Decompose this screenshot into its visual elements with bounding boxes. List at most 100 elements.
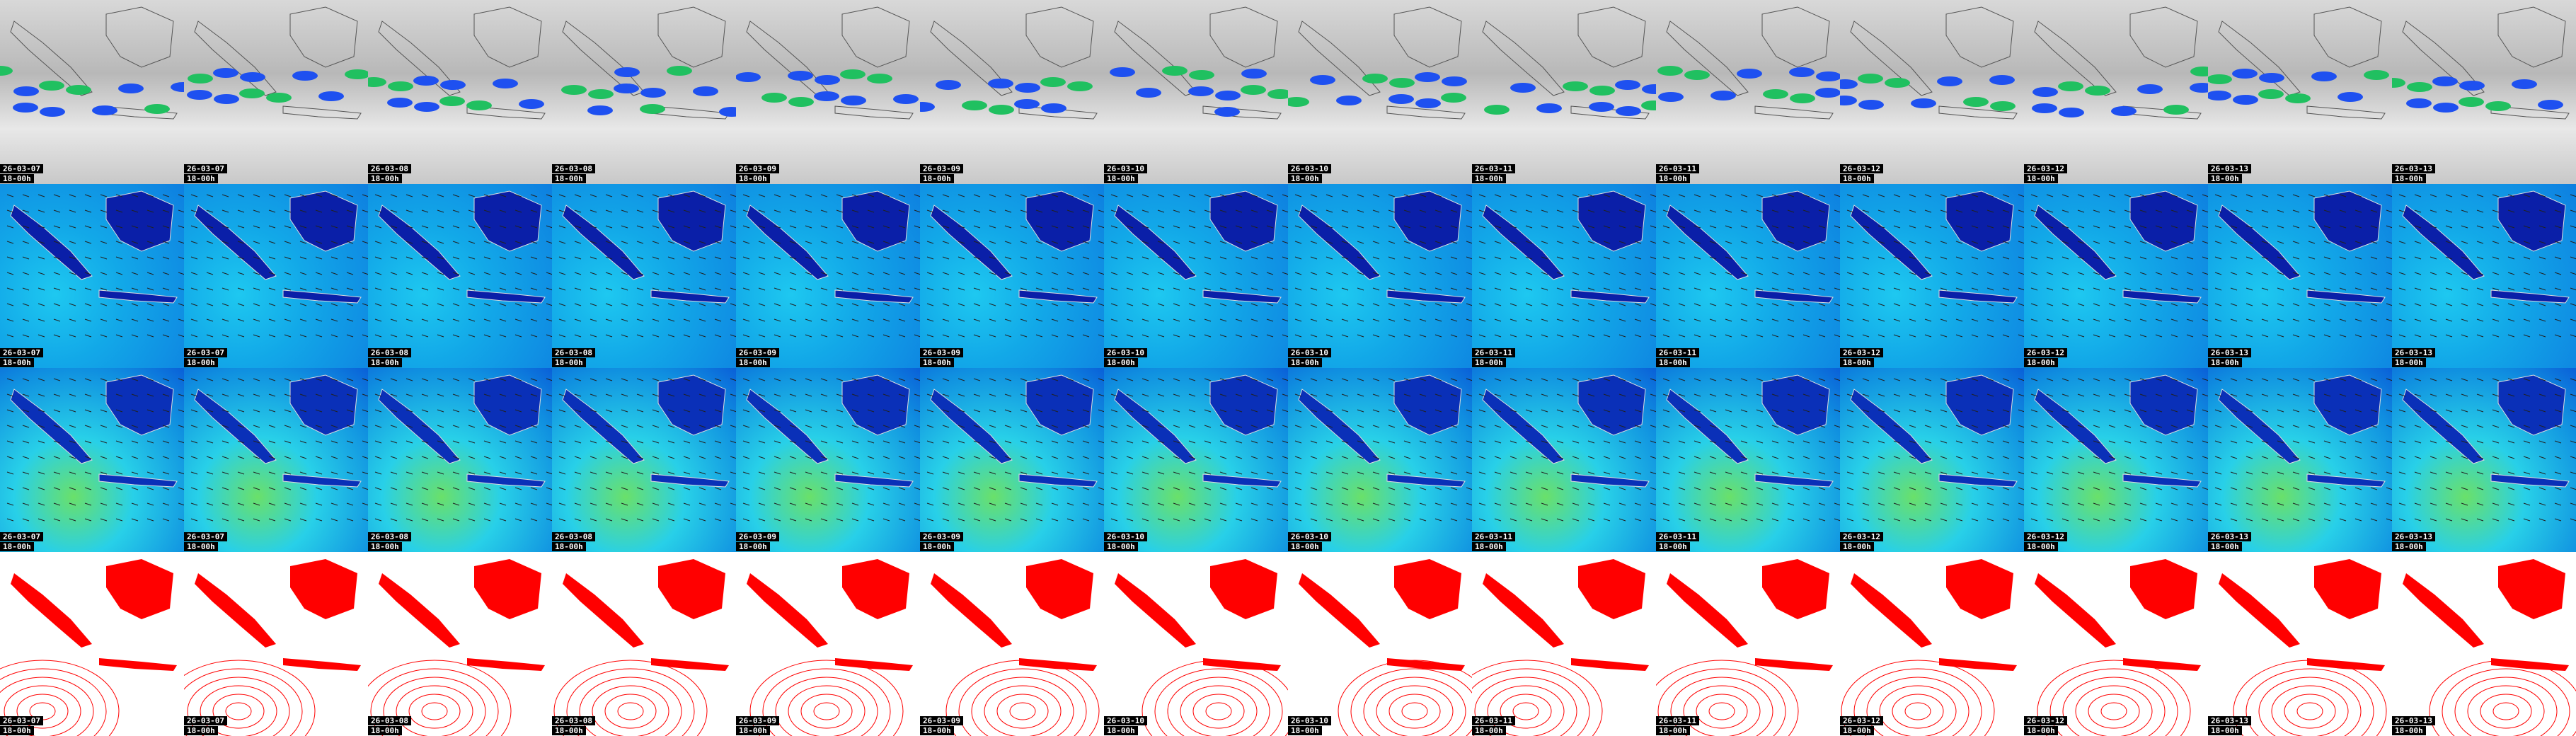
wind-arrow: [2398, 256, 2406, 260]
date-label: 26-03-11: [1656, 164, 1699, 173]
wind-arrow: [1846, 272, 1854, 275]
precip-cell: [640, 104, 665, 114]
wind-arrow: [131, 318, 139, 322]
precip-cell: [266, 93, 292, 103]
wind-arrow: [1740, 393, 1748, 397]
wind-arrow: [1219, 393, 1227, 397]
wind-arrow: [1862, 303, 1870, 306]
wind-arrow: [2445, 393, 2453, 397]
wind-arrow: [758, 378, 766, 381]
wind-arrow: [1004, 241, 1012, 244]
wind-arrow: [514, 502, 522, 506]
wind-arrow: [315, 303, 323, 306]
wind-arrow: [942, 272, 950, 275]
wind-arrow: [546, 425, 552, 428]
wind-arrow: [2398, 287, 2406, 291]
wind-arrow: [483, 303, 491, 306]
wind-arrow: [1051, 209, 1059, 213]
wind-arrow: [2170, 225, 2178, 229]
wind-arrow: [53, 393, 61, 397]
time-label: 18-00h: [1288, 358, 1322, 367]
wind-arrow: [714, 502, 722, 506]
contour: [1167, 677, 1270, 736]
wind-arrow: [621, 256, 628, 260]
wind-arrow: [1403, 440, 1411, 444]
wind-arrow: [268, 425, 276, 428]
wind-arrow: [1756, 502, 1764, 506]
wind-arrow: [2230, 209, 2238, 213]
wind-arrow: [558, 518, 566, 522]
wind-arrow: [1188, 378, 1196, 381]
wind-arrow: [558, 272, 566, 275]
wind-arrow: [1235, 303, 1243, 306]
map: [926, 374, 1104, 522]
landmass: [842, 559, 909, 619]
wind-arrow: [1818, 378, 1826, 381]
wind-arrow: [2386, 241, 2392, 244]
wind-arrow: [1235, 318, 1243, 322]
wind-arrow: [1846, 425, 1854, 428]
precip-cell: [1389, 78, 1415, 88]
wind-arrow: [2461, 393, 2468, 397]
wind-arrow: [683, 225, 691, 229]
map: [2403, 559, 2576, 736]
wind-arrow: [1940, 241, 1948, 244]
wind-arrow: [2292, 272, 2300, 275]
date-label: 26-03-10: [1288, 348, 1331, 357]
wind-arrow: [2002, 287, 2010, 291]
wind-arrow: [178, 334, 184, 338]
map-tile: 26-03-13 18-00h: [2392, 368, 2576, 552]
wind-arrow: [2155, 287, 2163, 291]
wind-arrow: [1756, 318, 1764, 322]
wind-arrow: [406, 425, 413, 428]
wind-arrow: [483, 440, 491, 444]
wind-arrow: [315, 456, 323, 459]
wind-arrow: [774, 209, 781, 213]
wind-arrow: [2492, 194, 2500, 197]
wind-arrow: [69, 378, 76, 381]
wind-arrow: [2261, 409, 2269, 413]
wind-arrow: [299, 393, 307, 397]
wind-arrow: [605, 209, 613, 213]
wind-arrow: [1098, 334, 1104, 338]
wind-arrow: [1556, 425, 1564, 428]
wind-arrow: [1035, 393, 1043, 397]
wind-arrow: [590, 303, 597, 306]
wind-arrow: [1494, 502, 1502, 506]
wind-arrow: [1756, 334, 1764, 338]
wind-arrow: [1051, 378, 1059, 381]
wind-arrow: [1126, 378, 1134, 381]
wind-arrow: [253, 425, 260, 428]
wind-arrow: [1740, 303, 1748, 306]
precip-cell: [388, 81, 413, 91]
wind-arrow: [2030, 425, 2038, 428]
wind-arrow: [1924, 378, 1932, 381]
wind-arrow: [483, 471, 491, 475]
wind-arrow: [1142, 318, 1149, 322]
map: [2035, 559, 2201, 736]
wind-arrow: [851, 518, 859, 522]
wind-arrow: [1098, 425, 1104, 428]
landmass: [1577, 190, 1646, 252]
wind-arrow: [1587, 502, 1595, 506]
contour: [579, 677, 682, 736]
wind-arrow: [2398, 334, 2406, 338]
landmass: [282, 289, 362, 304]
wind-arrow: [1326, 194, 1333, 197]
wind-arrow: [1310, 209, 1318, 213]
wind-arrow: [330, 440, 338, 444]
landmass: [1018, 289, 1098, 304]
wind-arrow: [1572, 256, 1580, 260]
wind-arrow: [190, 194, 198, 197]
wind-arrow: [1173, 487, 1180, 490]
wind-arrow: [683, 194, 691, 197]
wind-arrow: [1510, 241, 1517, 244]
wind-arrow: [2077, 272, 2085, 275]
wind-arrow: [1662, 425, 1670, 428]
precip-cell: [519, 99, 544, 109]
contour: [225, 702, 252, 720]
wind-arrow: [421, 471, 429, 475]
wind-arrow: [1494, 303, 1502, 306]
wind-arrow: [2323, 334, 2331, 338]
wind-arrow: [958, 209, 965, 213]
